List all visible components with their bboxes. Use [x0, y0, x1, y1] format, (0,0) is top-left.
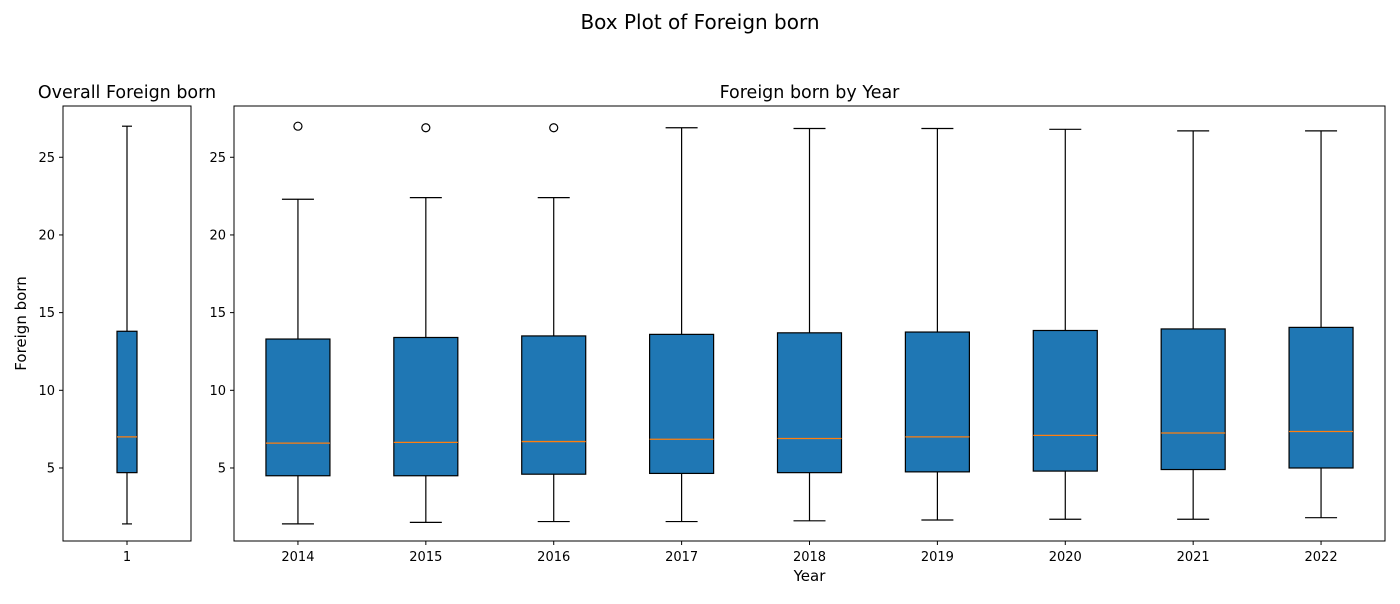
axes-title: Overall Foreign born: [38, 83, 216, 103]
box-2020: 2020: [1032, 128, 1098, 565]
box-iqr: [1288, 326, 1354, 469]
outlier-point: [549, 123, 559, 133]
y-axis-label: Foreign born: [12, 276, 30, 370]
y-tick-label: 20: [38, 228, 55, 243]
x-tick-label: 2018: [793, 550, 826, 565]
x-tick-label: 2020: [1049, 550, 1082, 565]
box-iqr: [116, 330, 138, 474]
box-iqr: [776, 332, 843, 474]
box-iqr: [265, 338, 331, 477]
y-tick-label: 10: [209, 384, 226, 399]
y-tick-label: 10: [38, 384, 55, 399]
y-tick-label: 5: [47, 461, 55, 476]
box-2019: 2019: [904, 127, 970, 565]
panel-overall: Overall Foreign born 5 10 15 20 25 Foreign bor…: [12, 83, 216, 565]
box-2021: 2021: [1160, 130, 1226, 565]
box-iqr: [1032, 329, 1098, 472]
x-tick-label: 2014: [281, 550, 314, 565]
figure-suptitle: Box Plot of Foreign born: [580, 10, 819, 34]
x-tick-label: 2016: [537, 550, 570, 565]
x-axis-label: Year: [793, 567, 827, 585]
axes-title: Foreign born by Year: [720, 83, 901, 103]
box-2016: 2016: [521, 123, 587, 565]
box-iqr: [521, 335, 587, 475]
box-1: 1: [116, 125, 138, 565]
x-tick-label: 2019: [921, 550, 954, 565]
box-2014: 2014: [265, 121, 331, 565]
y-tick-label: 5: [218, 461, 226, 476]
y-tick-label: 20: [209, 228, 226, 243]
outlier-point: [421, 123, 431, 133]
box-2017: 2017: [649, 127, 715, 565]
box-iqr: [393, 336, 459, 477]
x-tick-label: 2022: [1305, 550, 1338, 565]
y-tick-label: 25: [209, 151, 226, 166]
panel-by-year: Foreign born by Year 5 10 15 20 25 Year 2014 201…: [209, 83, 1386, 585]
box-iqr: [904, 331, 970, 473]
y-tick-label: 25: [38, 151, 55, 166]
box-2018: 2018: [776, 127, 843, 565]
x-tick-label: 2017: [665, 550, 698, 565]
box-iqr: [649, 333, 715, 475]
outlier-point: [293, 121, 303, 131]
y-tick-label: 15: [209, 306, 226, 321]
y-tick-label: 15: [38, 306, 55, 321]
x-tick-label: 2015: [409, 550, 442, 565]
box-2015: 2015: [393, 123, 459, 565]
x-tick-label: 2021: [1177, 550, 1210, 565]
x-tick-label: 1: [123, 550, 131, 565]
box-2022: 2022: [1288, 130, 1354, 565]
box-iqr: [1160, 328, 1226, 471]
